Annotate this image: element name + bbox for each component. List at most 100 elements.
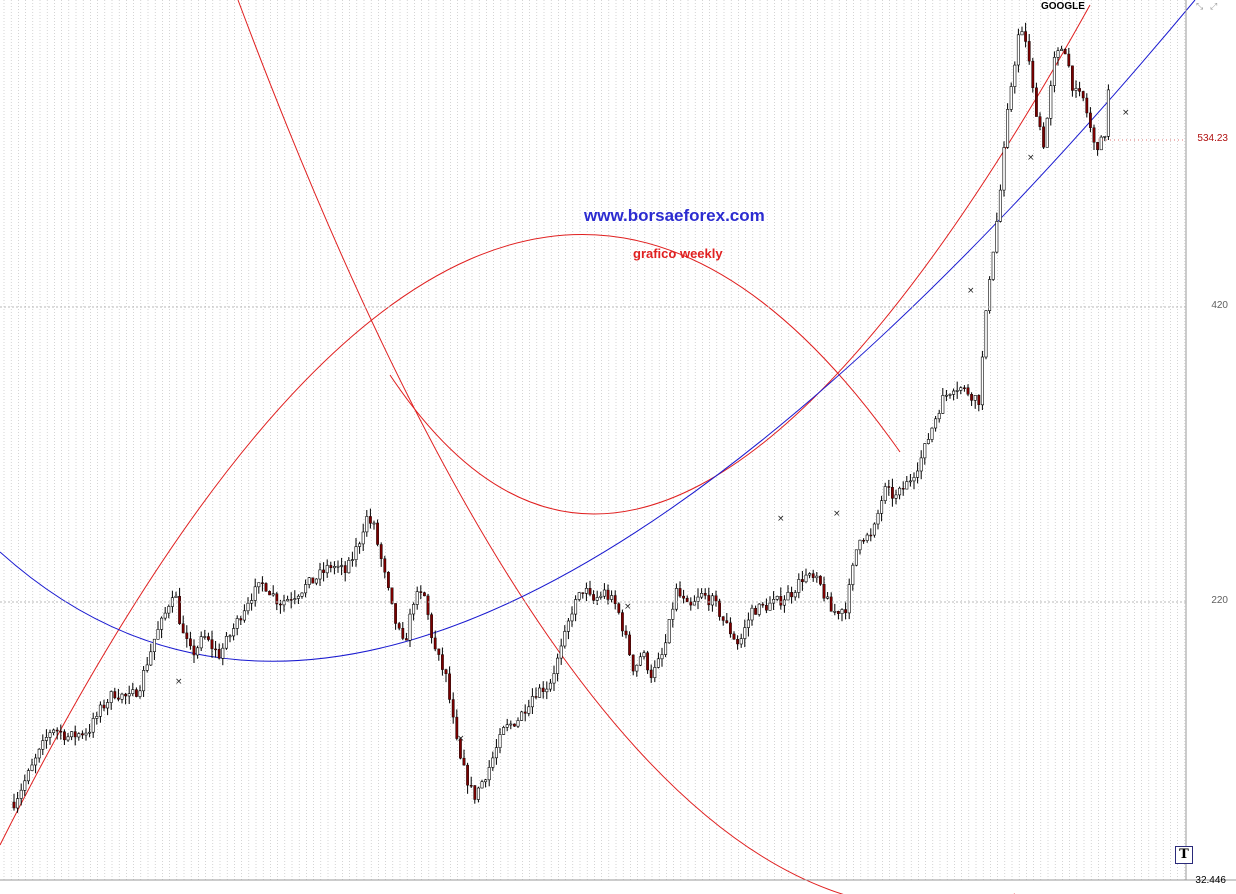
candle [156, 621, 160, 640]
candle [754, 605, 758, 615]
candle [1020, 26, 1024, 36]
last-price-label: 534.23 [1197, 133, 1228, 144]
candle [365, 510, 369, 537]
candle [347, 557, 351, 574]
pivot-marker: × [1027, 153, 1035, 163]
candle [466, 762, 469, 794]
candle [973, 394, 977, 409]
candle [167, 604, 171, 619]
candle [206, 632, 210, 642]
candle [671, 601, 675, 628]
candle [1081, 90, 1085, 102]
candle [901, 481, 905, 496]
candle [552, 665, 556, 691]
candle [955, 381, 959, 399]
candle [674, 583, 678, 612]
candle [765, 598, 768, 614]
candle [1063, 48, 1067, 55]
candle [948, 393, 952, 399]
candle [732, 631, 736, 640]
candle [63, 729, 66, 745]
candle [621, 609, 624, 637]
candle [372, 520, 376, 530]
candle [743, 619, 747, 648]
candle [296, 594, 300, 604]
candle [127, 685, 131, 704]
candle [1049, 80, 1053, 126]
y-tick-label: 220 [1211, 595, 1228, 606]
candle [437, 648, 441, 661]
window-resize-icon[interactable]: ⤡ ⤢ [1196, 2, 1220, 12]
candle [80, 730, 84, 739]
candles [12, 22, 1110, 813]
candle [617, 602, 621, 615]
candle [793, 590, 797, 601]
candle [109, 690, 113, 710]
candle [509, 720, 513, 730]
pivot-markers: × × × × × × × × [175, 108, 1130, 744]
candle [941, 388, 945, 414]
candle [239, 615, 243, 625]
candle [199, 631, 203, 651]
candle [664, 634, 668, 658]
candle [689, 597, 693, 611]
candle [210, 630, 214, 658]
cycle-curves [0, 0, 1196, 894]
candle [729, 617, 732, 638]
candle [300, 592, 304, 599]
candle [1070, 65, 1074, 97]
candle [138, 685, 142, 699]
candle [268, 590, 271, 596]
candle [376, 519, 379, 547]
candle [653, 660, 657, 683]
candle [124, 692, 128, 705]
candle [246, 597, 250, 615]
candle [815, 572, 819, 583]
candle [898, 486, 902, 500]
candle [876, 509, 880, 530]
candle [588, 580, 592, 597]
candle [441, 647, 444, 676]
candle [559, 638, 563, 665]
candle [1042, 122, 1046, 149]
text-tool-icon[interactable]: T [1175, 846, 1193, 864]
candle [530, 688, 534, 714]
candle [433, 630, 437, 652]
candle [1099, 135, 1103, 151]
candle [606, 584, 610, 605]
candle [145, 657, 149, 673]
candle [584, 582, 588, 602]
candle [214, 641, 217, 658]
candle [854, 549, 858, 567]
candle [196, 645, 200, 659]
candle [405, 632, 408, 641]
candle [595, 590, 599, 605]
candle [120, 692, 124, 704]
candle [242, 604, 246, 623]
candle [178, 587, 181, 625]
candle [819, 575, 822, 586]
candle [73, 725, 77, 746]
candle [934, 416, 938, 432]
candle [790, 586, 794, 604]
candle [19, 783, 23, 806]
candle [516, 717, 520, 728]
red-dome-curve [0, 233, 901, 846]
candle [610, 590, 614, 603]
candle [1092, 124, 1096, 150]
candle [761, 602, 765, 608]
candle [811, 569, 815, 582]
candle [1106, 84, 1110, 140]
candle [185, 625, 189, 648]
candle [891, 478, 894, 507]
pivot-marker: × [175, 677, 183, 687]
candle [228, 634, 232, 643]
candle [980, 350, 984, 410]
candle [538, 684, 542, 698]
candle [829, 592, 833, 612]
candle [581, 592, 585, 599]
candle [919, 450, 923, 480]
candle [908, 474, 912, 487]
